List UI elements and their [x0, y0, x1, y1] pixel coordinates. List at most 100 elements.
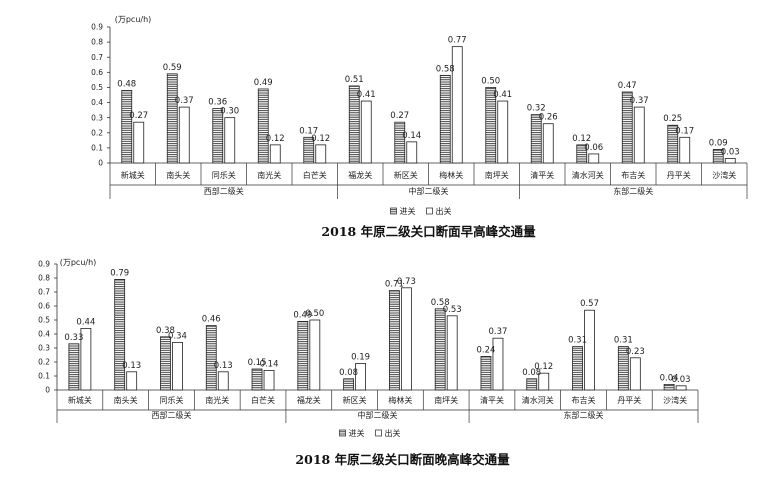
data-label-out: 0.53 — [443, 305, 462, 315]
bar-in — [530, 114, 542, 164]
bar-in — [394, 121, 406, 164]
bar-in — [439, 74, 451, 164]
bar-out — [315, 144, 327, 164]
category-label: 同乐关 — [212, 170, 236, 180]
y-tick-label: 0.6 — [38, 302, 50, 311]
category-label: 新区关 — [394, 170, 418, 180]
bar-in — [68, 343, 80, 391]
data-label-out: 0.14 — [260, 359, 279, 369]
legend-swatch-in — [339, 429, 346, 437]
bar-in — [297, 321, 309, 391]
data-label-in: 0.08 — [339, 368, 358, 378]
y-tick-label: 0.5 — [38, 316, 50, 325]
legend-swatch-in — [390, 207, 397, 215]
category-label: 白芒关 — [251, 395, 275, 405]
data-label-out: 0.14 — [402, 131, 421, 141]
category-label: 南头关 — [114, 395, 138, 405]
data-label-out: 0.27 — [129, 111, 148, 121]
bar-out — [588, 153, 600, 164]
data-label-in: 0.17 — [299, 126, 318, 136]
bar-in — [166, 73, 178, 164]
bar-out — [224, 117, 236, 164]
bar-in — [712, 148, 724, 164]
data-label-out: 0.37 — [175, 96, 194, 106]
data-label-in: 0.09 — [709, 138, 728, 148]
y-tick-label: 0.3 — [91, 113, 103, 122]
data-label-out: 0.13 — [122, 361, 141, 371]
bar-in — [388, 290, 400, 391]
category-label: 南坪关 — [434, 395, 458, 405]
y-unit-label: (万pcu/h) — [115, 15, 152, 24]
category-label: 南头关 — [166, 170, 190, 180]
y-tick-label: 0.4 — [38, 330, 50, 339]
data-label-out: 0.30 — [220, 107, 239, 117]
data-label-in: 0.31 — [568, 336, 587, 346]
y-tick-label: 0.9 — [38, 260, 50, 269]
bar-out — [400, 287, 412, 391]
bar-in — [114, 278, 126, 391]
bar-in — [667, 124, 679, 164]
data-label-out: 0.37 — [488, 327, 507, 337]
data-label-out: 0.12 — [534, 362, 553, 372]
legend-swatch-out — [426, 207, 433, 215]
group-label: 东部二级关 — [564, 410, 604, 420]
category-label: 同乐关 — [159, 395, 183, 405]
category-label: 梅林关 — [388, 395, 412, 405]
data-label-out: 0.37 — [630, 96, 649, 106]
bar-in — [121, 90, 133, 164]
bar-in — [212, 108, 224, 164]
y-tick-label: 0.2 — [91, 128, 103, 137]
bar-in — [257, 88, 269, 164]
category-label: 福龙关 — [348, 170, 372, 180]
data-label-in: 0.49 — [293, 310, 312, 320]
category-label: 白芒关 — [303, 170, 327, 180]
bar-in — [617, 346, 629, 391]
data-label-in: 0.59 — [163, 63, 182, 73]
data-label-out: 0.77 — [448, 36, 467, 46]
bar-in — [576, 144, 588, 164]
group-label: 中部二级关 — [358, 410, 398, 420]
bar-out — [269, 144, 281, 164]
bar-out — [309, 319, 321, 391]
y-tick-label: 0.1 — [38, 372, 50, 381]
bar-out — [724, 158, 736, 164]
data-label-in: 0.33 — [64, 333, 83, 343]
data-label-in: 0.47 — [618, 81, 637, 91]
chart-title: 2018 年原二级关口断面早高峰交通量 — [321, 224, 536, 239]
bar-out — [633, 106, 645, 164]
data-label-in: 0.24 — [476, 345, 495, 355]
bar-in — [485, 87, 497, 164]
y-tick-label: 0.4 — [91, 98, 103, 107]
data-label-in: 0.27 — [390, 111, 409, 121]
bar-in — [348, 85, 360, 164]
data-label-in: 0.71 — [385, 280, 404, 290]
y-tick-label: 0.1 — [91, 143, 103, 152]
y-tick-label: 0.9 — [91, 23, 103, 32]
category-label: 南光关 — [205, 395, 229, 405]
data-label-out: 0.23 — [626, 347, 645, 357]
data-label-in: 0.48 — [117, 79, 136, 89]
legend-label-out: 出关 — [436, 206, 452, 216]
y-tick-label: 0.7 — [91, 53, 103, 62]
data-label-out: 0.12 — [266, 134, 285, 144]
bar-in — [343, 378, 355, 391]
bar-out — [542, 123, 554, 164]
bar-in — [251, 368, 263, 391]
category-label: 新城关 — [68, 395, 92, 405]
data-label-out: 0.06 — [584, 143, 603, 153]
group-label: 东部二级关 — [613, 186, 653, 196]
data-label-out: 0.03 — [721, 147, 740, 157]
bar-out — [451, 46, 463, 164]
data-label-in: 0.04 — [660, 373, 679, 383]
y-unit-label: (万pcu/h) — [60, 258, 97, 267]
bar-out — [629, 357, 641, 391]
data-label-out: 0.12 — [311, 134, 330, 144]
data-label-in: 0.58 — [436, 64, 455, 74]
bar-out — [492, 337, 504, 391]
legend-label-in: 进关 — [349, 428, 365, 438]
data-label-out: 0.34 — [168, 331, 187, 341]
category-label: 布吉关 — [621, 170, 645, 180]
group-label: 中部二级关 — [409, 186, 449, 196]
bar-in — [160, 336, 171, 391]
bar-out — [538, 372, 550, 391]
